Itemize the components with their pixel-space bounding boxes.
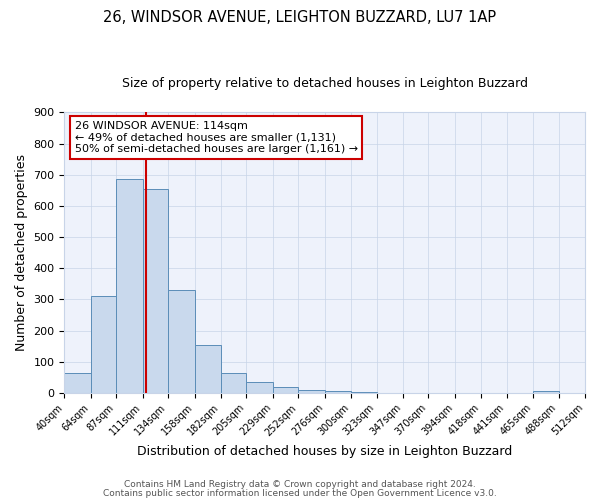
Bar — [298, 390, 325, 393]
Bar — [64, 373, 91, 393]
Bar — [533, 392, 559, 393]
X-axis label: Distribution of detached houses by size in Leighton Buzzard: Distribution of detached houses by size … — [137, 444, 512, 458]
Text: Contains HM Land Registry data © Crown copyright and database right 2024.: Contains HM Land Registry data © Crown c… — [124, 480, 476, 489]
Bar — [194, 344, 221, 393]
Text: Contains public sector information licensed under the Open Government Licence v3: Contains public sector information licen… — [103, 488, 497, 498]
Bar — [143, 189, 168, 393]
Bar — [247, 382, 273, 393]
Text: 26, WINDSOR AVENUE, LEIGHTON BUZZARD, LU7 1AP: 26, WINDSOR AVENUE, LEIGHTON BUZZARD, LU… — [103, 10, 497, 25]
Y-axis label: Number of detached properties: Number of detached properties — [15, 154, 28, 351]
Text: 26 WINDSOR AVENUE: 114sqm
← 49% of detached houses are smaller (1,131)
50% of se: 26 WINDSOR AVENUE: 114sqm ← 49% of detac… — [75, 121, 358, 154]
Bar — [91, 296, 116, 393]
Bar — [168, 290, 194, 393]
Bar — [351, 392, 377, 393]
Bar — [273, 387, 298, 393]
Bar — [221, 372, 247, 393]
Bar — [325, 392, 351, 393]
Bar — [116, 180, 143, 393]
Title: Size of property relative to detached houses in Leighton Buzzard: Size of property relative to detached ho… — [122, 78, 528, 90]
